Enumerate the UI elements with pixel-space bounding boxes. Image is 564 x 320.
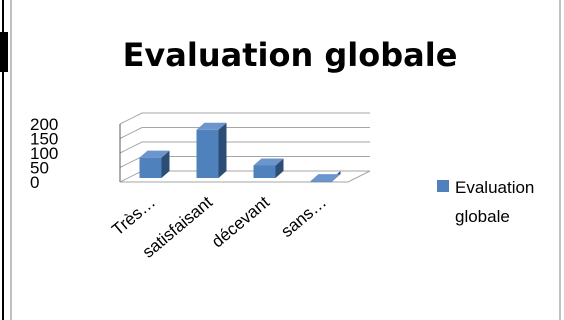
category-label: Très…	[108, 193, 159, 240]
y-tick-label: 100	[30, 144, 58, 163]
bar	[139, 150, 170, 178]
gridline	[119, 112, 370, 125]
category-label: décevant	[208, 192, 273, 251]
legend-label-line1: Evaluation	[455, 178, 534, 197]
category-label: sans…	[277, 193, 330, 242]
edge-marker	[0, 32, 8, 72]
y-tick-label: 200	[30, 115, 58, 134]
bars	[139, 122, 341, 183]
legend: Evaluation globale	[437, 178, 534, 226]
chart-title: Evaluation globale	[123, 36, 458, 74]
legend-label-line2: globale	[455, 207, 510, 226]
bar	[253, 158, 284, 178]
y-tick-label: 150	[30, 130, 58, 149]
floor-edge	[120, 170, 371, 183]
bar	[196, 122, 227, 178]
y-tick-label: 50	[30, 159, 49, 178]
bar	[310, 171, 341, 183]
gridline	[119, 141, 370, 154]
legend-swatch	[437, 180, 449, 192]
y-tick-label: 0	[30, 173, 39, 192]
gridline	[119, 127, 370, 139]
